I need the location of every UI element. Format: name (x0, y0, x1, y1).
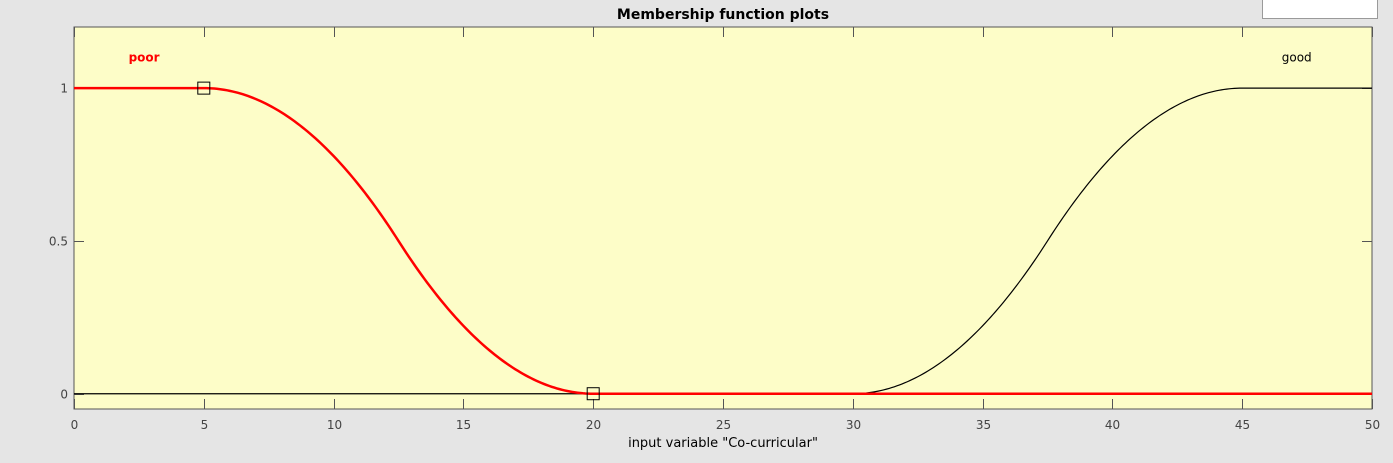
x-tick-label: 5 (201, 418, 209, 432)
y-tick-label: 0 (60, 388, 68, 402)
series-line-poor (74, 86, 1372, 395)
x-tick-label: 45 (1235, 418, 1250, 432)
x-tick-label: 15 (456, 418, 471, 432)
x-tick-label: 50 (1365, 418, 1380, 432)
x-tick-label: 25 (716, 418, 731, 432)
x-tick-label: 20 (586, 418, 601, 432)
x-axis-label: input variable "Co-curricular" (628, 436, 818, 451)
chart-title: Membership function plots (617, 7, 829, 23)
mf-handle[interactable] (197, 81, 211, 95)
y-tick-label: 0.5 (49, 235, 68, 249)
x-tick-label: 30 (846, 418, 861, 432)
x-tick-label: 40 (1105, 418, 1120, 432)
series-lines (74, 86, 1372, 395)
value-box[interactable] (1262, 0, 1378, 19)
axis-ticks: 0 5 10 15 20 25 30 35 40 45 50 0 0.5 1 (49, 27, 1380, 432)
x-tick-label: 0 (71, 418, 79, 432)
mf-handle[interactable] (586, 387, 600, 401)
y-tick-label: 1 (60, 82, 68, 96)
series-label-poor: poor (129, 51, 160, 65)
plot-area[interactable] (73, 26, 1373, 410)
mf-handles (197, 81, 600, 401)
x-tick-label: 10 (327, 418, 342, 432)
series-labels: poor good (129, 51, 1312, 65)
series-label-good: good (1282, 51, 1312, 65)
x-tick-label: 35 (976, 418, 991, 432)
